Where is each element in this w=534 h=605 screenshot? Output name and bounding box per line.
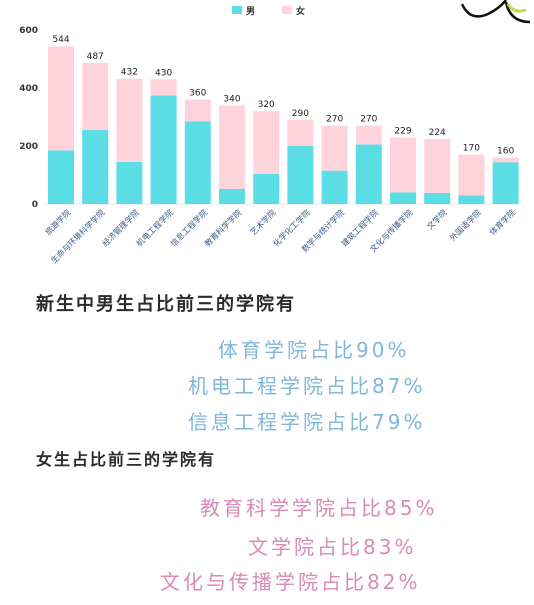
male-ratio-stat-3: 信息工程学院占比79%	[188, 410, 426, 434]
bar-total-label-11: 224	[429, 128, 446, 138]
bar-10-series-0	[390, 192, 416, 204]
x-tick-label-11: 文学院	[425, 207, 449, 231]
bar-6-series-1	[253, 111, 280, 174]
bar-0-series-0	[48, 150, 74, 204]
male-ratio-heading: 新生中男生占比前三的学院有	[36, 294, 296, 315]
bar-total-label-12: 170	[463, 144, 480, 154]
x-tick-label-13: 体育学院	[487, 207, 517, 237]
x-tick-label-0: 旅游学院	[43, 207, 73, 237]
bar-total-label-3: 430	[155, 68, 172, 78]
bar-9-series-1	[355, 125, 382, 145]
doodle-stroke-right	[504, 1, 531, 24]
bar-total-label-5: 340	[223, 94, 240, 104]
y-tick-label-3: 600	[19, 26, 38, 36]
bar-total-label-1: 487	[87, 52, 104, 62]
stacked-bar-chart: 男女 0200400600 544487432 43036034032029027…	[19, 5, 519, 265]
bar-4-series-1	[184, 99, 211, 122]
doodle-stroke-left	[460, 0, 507, 18]
bar-total-label-10: 229	[394, 127, 411, 137]
bar-12-series-0	[458, 195, 485, 204]
bar-total-label-6: 320	[258, 100, 275, 110]
y-tick-label-2: 400	[19, 84, 38, 94]
bar-13-series-1	[492, 157, 519, 163]
x-tick-label-12: 外国语学院	[447, 207, 482, 242]
x-tick-label-6: 艺术学院	[248, 207, 278, 237]
y-tick-label-0: 0	[32, 200, 38, 210]
bar-1-series-1	[82, 62, 109, 131]
bars: 544 487 432 430 360 340 320 290 270 270 229 224 170 1…	[48, 35, 519, 204]
bar-8-series-0	[321, 170, 348, 204]
female-ratio-stat-2: 文学院占比83%	[248, 535, 417, 559]
bar-3-series-0	[150, 95, 177, 204]
bar-total-label-2: 432	[121, 68, 138, 78]
bar-2-series-0	[116, 161, 143, 204]
bar-total-label-4: 360	[189, 89, 206, 99]
bar-0-series-1	[48, 46, 74, 151]
male-ratio-stat-1: 体育学院占比90%	[218, 338, 410, 362]
bar-2-series-1	[116, 78, 143, 162]
bar-total-label-9: 270	[360, 115, 377, 125]
chart-legend: 男女	[232, 5, 305, 17]
female-ratio-heading: 女生占比前三的学院有	[36, 450, 217, 469]
female-ratio-stat-3: 文化与传播学院占比82%	[160, 570, 421, 594]
x-tick-label-5: 教育科学学院	[202, 207, 243, 248]
bar-5-series-1	[219, 105, 245, 189]
male-ratio-stat-2: 机电工程学院占比87%	[188, 374, 426, 398]
bar-total-label-7: 290	[292, 109, 309, 119]
legend-label-1: 女	[296, 5, 305, 17]
bar-13-series-0	[492, 162, 519, 204]
bar-12-series-1	[458, 154, 485, 196]
bar-9-series-0	[355, 144, 382, 204]
doodle-highlight	[506, 3, 527, 13]
bar-1-series-0	[82, 130, 109, 204]
bar-3-series-1	[150, 79, 177, 96]
legend-swatch-0	[232, 6, 242, 14]
female-ratio-stat-1: 教育科学学院占比85%	[200, 496, 438, 520]
bar-10-series-1	[390, 137, 416, 193]
legend-swatch-1	[282, 6, 292, 14]
y-tick-label-1: 200	[19, 142, 38, 152]
bar-6-series-0	[253, 173, 280, 204]
bar-5-series-0	[219, 188, 245, 204]
bar-total-label-8: 270	[326, 115, 343, 125]
bar-11-series-0	[424, 192, 451, 204]
bar-8-series-1	[321, 125, 348, 171]
legend-label-0: 男	[246, 6, 255, 17]
bar-4-series-0	[184, 121, 211, 204]
bar-total-label-0: 544	[52, 35, 69, 45]
bar-7-series-1	[287, 119, 314, 146]
bar-7-series-0	[287, 146, 314, 204]
bar-11-series-1	[424, 139, 451, 193]
bar-total-label-13: 160	[497, 147, 514, 157]
